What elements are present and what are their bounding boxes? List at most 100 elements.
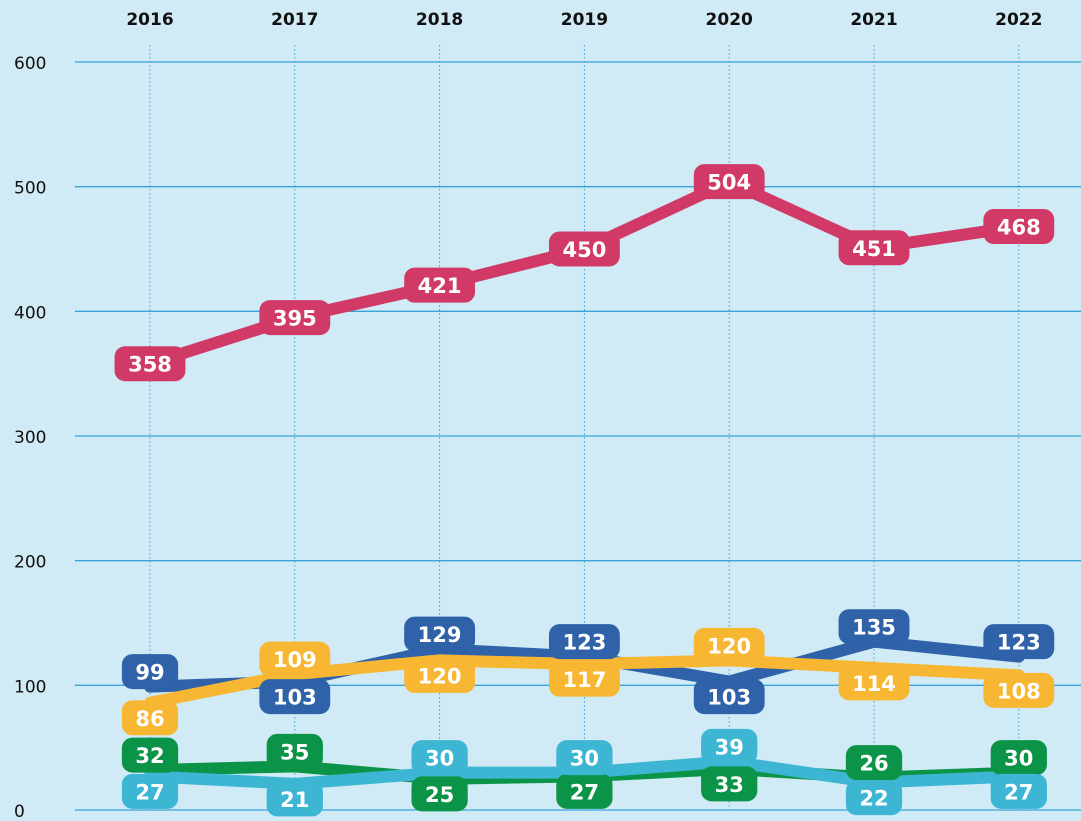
y-tick-label: 200 [14, 553, 46, 573]
data-label-box [259, 641, 331, 677]
data-label: 129 [404, 616, 476, 652]
data-label: 450 [548, 231, 620, 267]
data-label-text: 26 [859, 752, 888, 776]
data-label-box [693, 627, 765, 663]
data-label: 358 [114, 346, 186, 382]
data-label: 114 [838, 665, 910, 701]
data-label: 135 [838, 609, 910, 645]
data-label: 33 [701, 766, 758, 802]
data-label: 30 [990, 740, 1047, 776]
series-line [144, 175, 1025, 370]
data-label-text: 123 [562, 631, 606, 655]
data-label: 26 [845, 745, 903, 781]
data-label-text: 86 [135, 707, 164, 731]
data-label: 468 [983, 209, 1055, 245]
data-label: 123 [548, 624, 620, 660]
data-label-text: 123 [997, 631, 1041, 655]
data-label-text: 99 [135, 661, 164, 685]
data-label-text: 358 [128, 353, 172, 377]
data-label-box [548, 231, 620, 267]
data-label-box [259, 679, 331, 715]
y-tick-label: 400 [14, 303, 46, 323]
data-label: 39 [701, 728, 758, 764]
data-label-text: 30 [425, 747, 454, 771]
data-label-text: 35 [280, 740, 309, 764]
data-label: 395 [259, 300, 331, 336]
data-label: 108 [983, 672, 1055, 708]
data-label-text: 117 [562, 668, 606, 692]
data-label-box [411, 740, 468, 776]
data-label: 27 [556, 773, 613, 809]
data-label-box [266, 733, 323, 769]
data-label: 25 [411, 776, 468, 812]
data-label-text: 451 [852, 237, 896, 261]
x-tick-label: 2020 [706, 10, 753, 30]
data-label-text: 108 [997, 679, 1041, 703]
data-label-text: 421 [418, 274, 462, 298]
x-tick-label: 2016 [126, 10, 173, 30]
data-label-text: 135 [852, 616, 896, 640]
x-tick-label: 2018 [416, 10, 463, 30]
data-label-text: 22 [859, 787, 888, 811]
data-label: 120 [404, 657, 476, 693]
data-label: 21 [266, 781, 323, 817]
y-tick-label: 0 [14, 802, 25, 821]
data-label-text: 27 [570, 780, 599, 804]
data-label-box [983, 209, 1055, 245]
data-label-box [121, 700, 179, 736]
x-tick-label: 2019 [561, 10, 608, 30]
data-label-text: 25 [425, 783, 454, 807]
data-label-box [701, 728, 758, 764]
data-label-box [548, 661, 620, 697]
data-label: 451 [838, 230, 910, 266]
data-label: 109 [259, 641, 331, 677]
data-label-text: 33 [715, 773, 744, 797]
data-label: 27 [121, 773, 179, 809]
data-label: 117 [548, 661, 620, 697]
y-tick-label: 300 [14, 428, 46, 448]
data-label-text: 30 [570, 747, 599, 771]
data-label: 103 [259, 679, 331, 715]
data-label: 99 [121, 654, 179, 690]
data-label-text: 129 [418, 623, 462, 647]
data-label-text: 103 [707, 686, 751, 710]
data-label-box [121, 737, 179, 773]
data-label-text: 504 [707, 171, 751, 195]
data-label-text: 109 [273, 648, 317, 672]
data-label-box [404, 267, 476, 303]
data-label-box [983, 624, 1055, 660]
data-label: 504 [693, 164, 765, 200]
data-label-box [259, 300, 331, 336]
data-label-box [838, 230, 910, 266]
x-tick-label: 2021 [850, 10, 897, 30]
data-label-box [548, 624, 620, 660]
data-label-box [838, 665, 910, 701]
data-label-box [121, 773, 179, 809]
data-label: 32 [121, 737, 179, 773]
data-label: 22 [845, 780, 903, 816]
data-label-text: 450 [562, 238, 606, 262]
data-label-box [411, 776, 468, 812]
y-tick-label: 500 [14, 179, 46, 199]
data-label: 103 [693, 679, 765, 715]
y-tick-label: 100 [14, 677, 46, 697]
data-label-text: 395 [273, 307, 317, 331]
data-label-text: 114 [852, 672, 896, 696]
data-label-text: 39 [715, 735, 744, 759]
data-label-text: 27 [1004, 780, 1033, 804]
data-label-text: 120 [418, 664, 462, 688]
data-label-text: 30 [1004, 747, 1033, 771]
data-label-text: 120 [707, 634, 751, 658]
y-tick-label: 600 [14, 54, 46, 74]
data-label-box [845, 745, 903, 781]
data-label-box [266, 781, 323, 817]
data-label-text: 32 [135, 744, 164, 768]
data-label-box [983, 672, 1055, 708]
data-label-text: 27 [135, 780, 164, 804]
data-label-box [556, 740, 613, 776]
data-label-box [693, 164, 765, 200]
data-label: 27 [990, 773, 1047, 809]
data-label-box [693, 679, 765, 715]
data-label-box [990, 773, 1047, 809]
